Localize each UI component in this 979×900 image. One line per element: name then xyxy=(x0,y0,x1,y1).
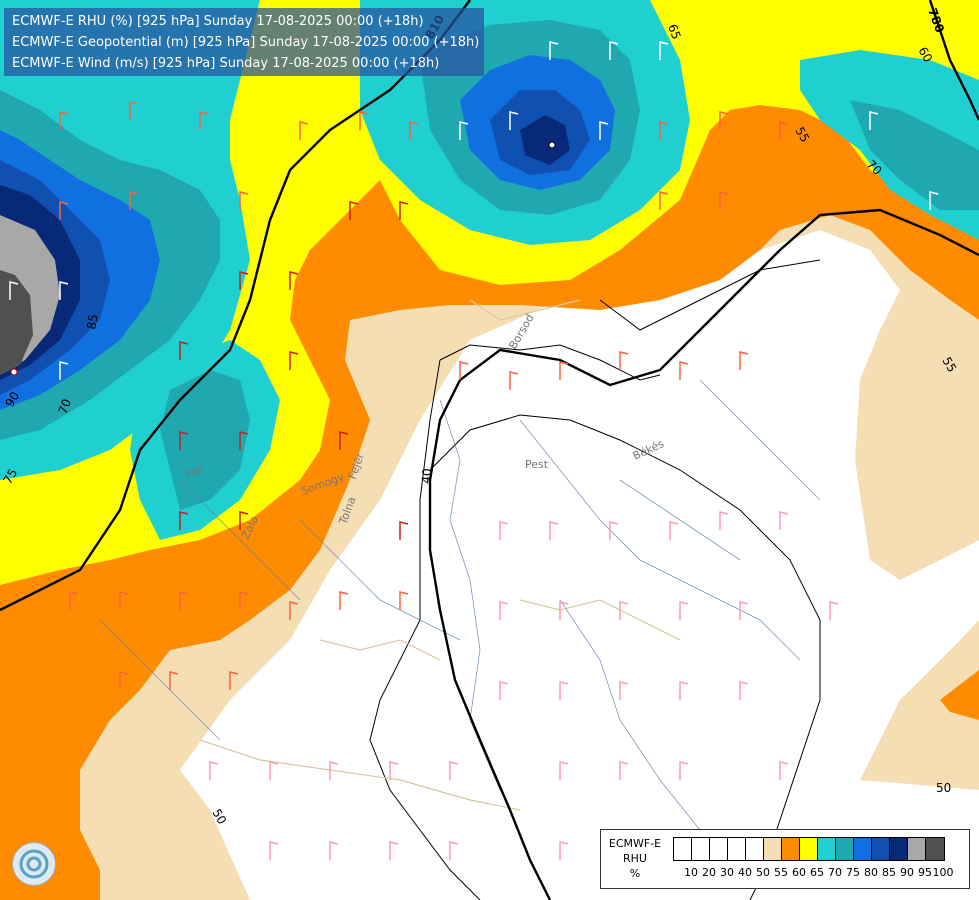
legend-tick-label: 50 xyxy=(756,866,770,879)
legend-swatch xyxy=(746,838,764,860)
legend-tick-label: 70 xyxy=(828,866,842,879)
rhu-band-70-75-w2 xyxy=(160,370,250,510)
rhu-legend: ECMWF-E RHU % 10 20 30 40 50 55 60 65 70 75 80 85 90… xyxy=(600,829,970,889)
legend-tick-label: 60 xyxy=(792,866,806,879)
legend-title: ECMWF-E RHU % xyxy=(603,836,667,881)
country-borders xyxy=(369,259,821,900)
rhu-label-50-a: 50 xyxy=(209,807,229,827)
place-pest: Pest xyxy=(525,458,549,471)
max-center-marker xyxy=(10,368,18,376)
place-vas: Vas xyxy=(183,462,206,481)
legend-tick-label: 100 xyxy=(932,866,954,879)
rhu-label-65: 65 xyxy=(665,22,683,41)
legend-tick-label: 75 xyxy=(846,866,860,879)
contour-labels: 65 55 70 60 55 85 70 90 75 50 50 40 780 … xyxy=(0,6,959,826)
legend-swatch xyxy=(782,838,800,860)
legend-swatch xyxy=(836,838,854,860)
legend-model: ECMWF-E xyxy=(608,837,662,850)
rhu-band-70-75-ne xyxy=(850,100,979,210)
legend-swatch xyxy=(908,838,926,860)
rhu-label-55-b: 55 xyxy=(939,355,959,375)
legend-swatch xyxy=(926,838,944,860)
legend-tick-label: 40 xyxy=(738,866,752,879)
rhu-band-95-100 xyxy=(0,270,33,375)
legend-swatch xyxy=(872,838,890,860)
legend-swatch xyxy=(800,838,818,860)
legend-swatch xyxy=(728,838,746,860)
rhu-band-50-55-se xyxy=(860,620,979,790)
legend-swatch xyxy=(674,838,692,860)
title-line-geopotential: ECMWF-E Geopotential (m) [925 hPa] Sunda… xyxy=(12,35,480,50)
legend-tick-label: 30 xyxy=(720,866,734,879)
legend-swatch xyxy=(854,838,872,860)
legend-swatch xyxy=(890,838,908,860)
legend-unit: % xyxy=(629,867,641,880)
rivers xyxy=(99,379,821,831)
legend-tick-label: 65 xyxy=(810,866,824,879)
rhu-label-70-b: 70 xyxy=(56,397,74,416)
legend-tick-label: 95 xyxy=(918,866,932,879)
legend-tick-label: 90 xyxy=(900,866,914,879)
legend-swatch xyxy=(764,838,782,860)
legend-ticks: 10 20 30 40 50 55 60 65 70 75 80 85 90 95 100 xyxy=(673,866,973,880)
rhu-label-90: 90 xyxy=(2,389,22,409)
legend-tick-label: 80 xyxy=(864,866,878,879)
legend-swatch xyxy=(818,838,836,860)
rhu-band-85-90-center xyxy=(520,115,570,165)
logo-swirl-icon xyxy=(19,849,49,879)
legend-tick-label: 85 xyxy=(882,866,896,879)
legend-color-bar xyxy=(673,837,945,861)
title-line-rhu: ECMWF-E RHU (%) [925 hPa] Sunday 17-08-2… xyxy=(12,14,424,29)
ecmwf-logo xyxy=(12,842,56,886)
legend-variable: RHU xyxy=(623,852,647,865)
rhu-band-55-60-se xyxy=(940,670,979,720)
rhu-label-75: 75 xyxy=(0,466,20,486)
low-center-marker xyxy=(548,141,556,149)
legend-swatch xyxy=(710,838,728,860)
rhu-label-85: 85 xyxy=(84,313,100,330)
rhu-label-40: 40 xyxy=(419,468,434,484)
rhu-label-60: 60 xyxy=(915,45,935,65)
map-title-box: ECMWF-E RHU (%) [925 hPa] Sunday 17-08-2… xyxy=(4,8,484,76)
rhu-label-50-b: 50 xyxy=(936,781,951,795)
legend-tick-label: 20 xyxy=(702,866,716,879)
admin-borders xyxy=(199,299,681,811)
title-line-wind: ECMWF-E Wind (m/s) [925 hPa] Sunday 17-0… xyxy=(12,56,440,71)
rhu-label-55-a: 55 xyxy=(792,125,812,145)
legend-tick-label: 10 xyxy=(684,866,698,879)
wind-barbs xyxy=(9,41,939,860)
legend-tick-label: 55 xyxy=(774,866,788,879)
legend-swatch xyxy=(692,838,710,860)
